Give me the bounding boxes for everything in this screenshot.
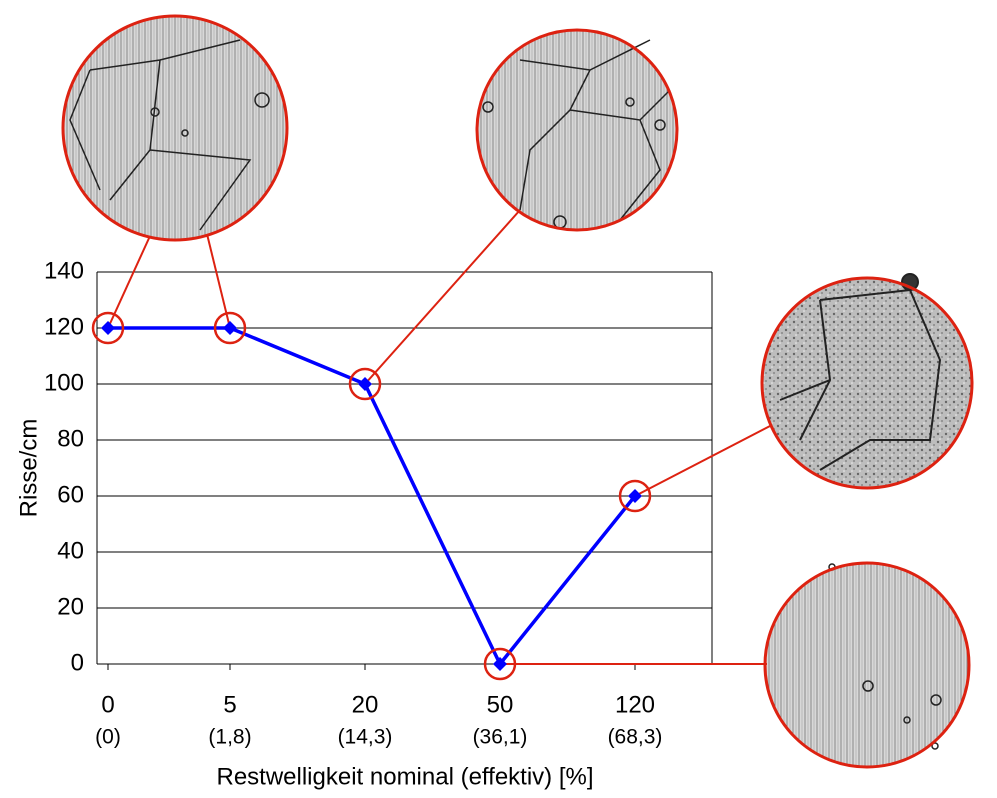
x-tick-sublabel: (14,3) bbox=[338, 726, 393, 749]
x-axis-label: Restwelligkeit nominal (effektiv) [%] bbox=[216, 763, 593, 790]
y-tick-label: 60 bbox=[57, 481, 84, 508]
x-tick-sublabel: (0) bbox=[95, 726, 121, 749]
point bbox=[101, 321, 115, 335]
x-tick-sublabel: (68,3) bbox=[608, 726, 663, 749]
x-tick-label: 0 bbox=[101, 691, 114, 718]
y-tick-label: 40 bbox=[57, 537, 84, 564]
leader-line bbox=[635, 425, 772, 496]
x-tick-label: 120 bbox=[615, 691, 655, 718]
x-tick-label: 50 bbox=[487, 691, 514, 718]
x-tick-sublabel: (1,8) bbox=[208, 726, 251, 749]
point bbox=[223, 321, 237, 335]
y-tick-label: 140 bbox=[44, 257, 84, 284]
page: Risse/cm Restwelligkeit nominal (effekti… bbox=[0, 0, 997, 798]
y-tick-label: 0 bbox=[71, 649, 84, 676]
y-tick-label: 20 bbox=[57, 593, 84, 620]
chart: Risse/cm Restwelligkeit nominal (effekti… bbox=[0, 0, 997, 798]
y-tick-label: 120 bbox=[44, 313, 84, 340]
x-tick-sublabel: (36,1) bbox=[473, 726, 528, 749]
y-tick-label: 80 bbox=[57, 425, 84, 452]
leader-line bbox=[365, 210, 520, 384]
y-tick-label: 100 bbox=[44, 369, 84, 396]
y-axis-label: Risse/cm bbox=[15, 419, 42, 518]
x-tick-label: 5 bbox=[223, 691, 236, 718]
x-tick-label: 20 bbox=[352, 691, 379, 718]
